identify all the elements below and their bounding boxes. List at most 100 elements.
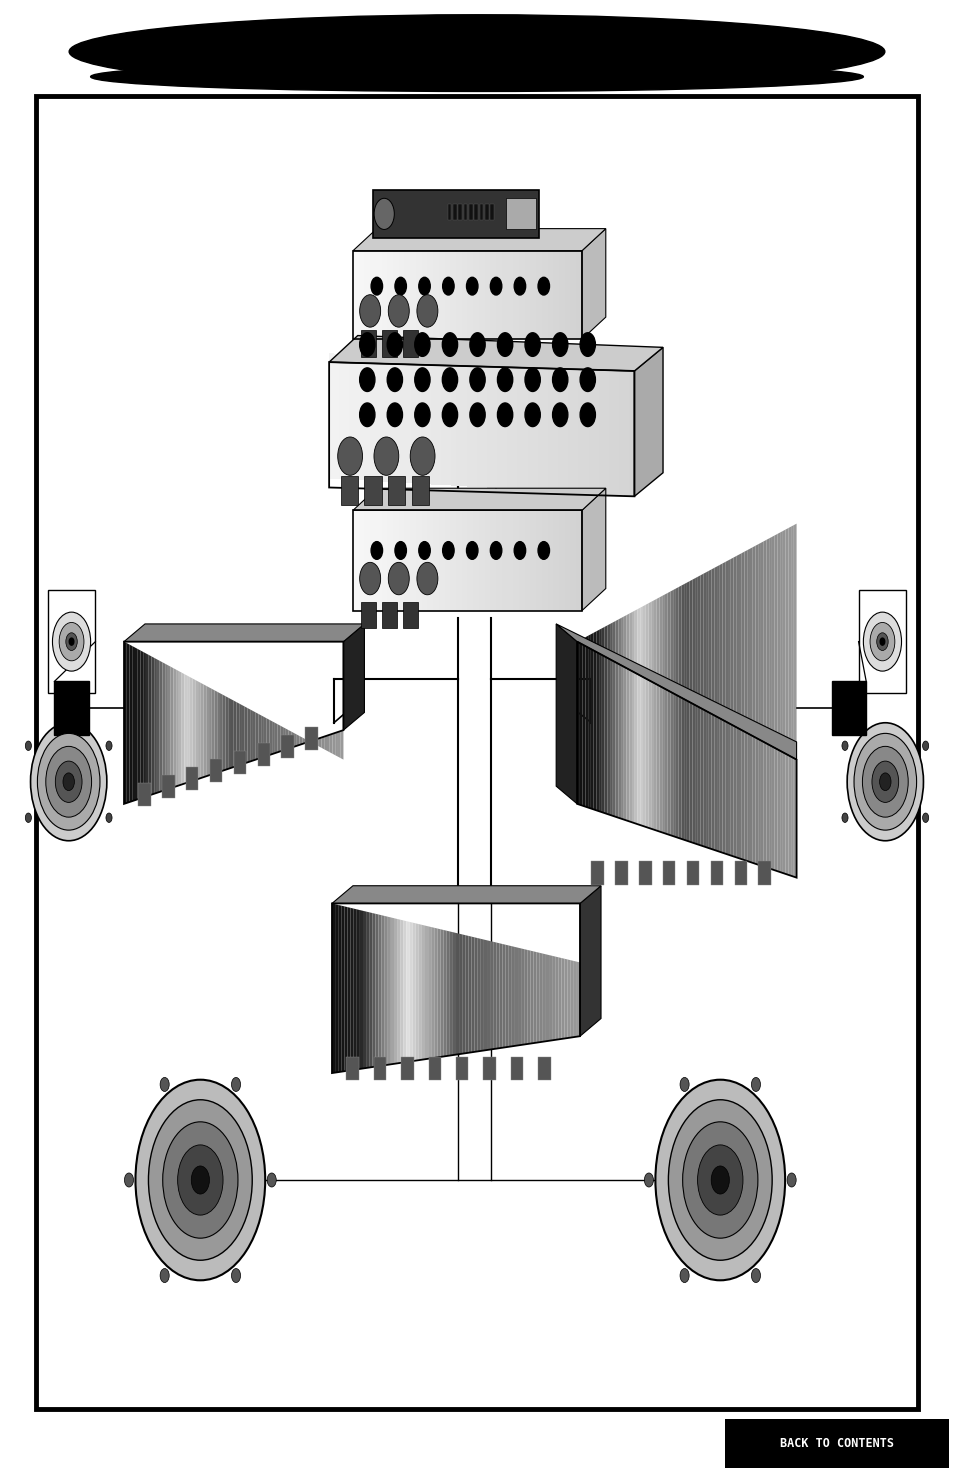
Circle shape: [52, 612, 91, 671]
Polygon shape: [385, 357, 390, 482]
Polygon shape: [634, 609, 637, 825]
Circle shape: [416, 562, 437, 594]
Polygon shape: [598, 628, 601, 813]
Polygon shape: [680, 584, 683, 839]
Polygon shape: [302, 738, 305, 743]
Polygon shape: [686, 581, 689, 842]
Polygon shape: [387, 510, 393, 611]
Circle shape: [267, 1173, 276, 1187]
Polygon shape: [255, 712, 258, 760]
Polygon shape: [659, 596, 661, 832]
Circle shape: [514, 277, 525, 295]
Polygon shape: [400, 1056, 414, 1080]
Polygon shape: [601, 627, 604, 813]
Polygon shape: [381, 330, 396, 357]
Circle shape: [853, 733, 916, 830]
Polygon shape: [396, 919, 399, 1063]
Circle shape: [160, 1077, 169, 1092]
Polygon shape: [579, 639, 582, 805]
Circle shape: [359, 367, 375, 391]
Polygon shape: [410, 510, 416, 611]
Circle shape: [387, 403, 402, 426]
Polygon shape: [793, 524, 796, 878]
Polygon shape: [173, 668, 176, 788]
Polygon shape: [558, 510, 564, 611]
Polygon shape: [593, 631, 596, 810]
Polygon shape: [461, 935, 465, 1053]
Polygon shape: [553, 251, 558, 339]
Polygon shape: [444, 510, 450, 611]
Polygon shape: [424, 926, 428, 1059]
Circle shape: [359, 295, 380, 327]
Polygon shape: [450, 251, 456, 339]
Polygon shape: [364, 251, 370, 339]
Polygon shape: [138, 783, 151, 807]
Polygon shape: [623, 370, 629, 496]
Polygon shape: [353, 251, 358, 339]
Polygon shape: [639, 861, 651, 885]
Polygon shape: [372, 190, 539, 237]
Polygon shape: [502, 944, 505, 1047]
Polygon shape: [507, 510, 513, 611]
Polygon shape: [787, 527, 790, 876]
Polygon shape: [457, 204, 461, 220]
Polygon shape: [480, 938, 483, 1050]
Polygon shape: [578, 367, 583, 493]
Circle shape: [160, 1268, 169, 1283]
Polygon shape: [568, 367, 573, 493]
Polygon shape: [404, 251, 410, 339]
Polygon shape: [258, 714, 261, 758]
Polygon shape: [391, 917, 394, 1065]
Circle shape: [514, 541, 525, 559]
Polygon shape: [359, 910, 362, 1069]
Polygon shape: [765, 538, 768, 869]
Polygon shape: [478, 251, 484, 339]
Polygon shape: [547, 510, 553, 611]
Polygon shape: [507, 251, 513, 339]
Polygon shape: [542, 366, 547, 491]
Polygon shape: [431, 928, 434, 1058]
Polygon shape: [700, 574, 702, 847]
Circle shape: [70, 639, 73, 645]
Polygon shape: [564, 510, 570, 611]
Circle shape: [786, 1173, 796, 1187]
Polygon shape: [154, 658, 156, 794]
Polygon shape: [277, 724, 280, 752]
Polygon shape: [400, 357, 405, 482]
Polygon shape: [187, 676, 190, 783]
Circle shape: [470, 403, 485, 426]
Circle shape: [679, 1268, 688, 1283]
Polygon shape: [483, 1056, 496, 1080]
Circle shape: [374, 198, 394, 230]
Polygon shape: [404, 510, 410, 611]
Polygon shape: [378, 914, 381, 1066]
Polygon shape: [334, 354, 339, 479]
Ellipse shape: [91, 62, 862, 91]
Polygon shape: [790, 525, 793, 876]
Polygon shape: [653, 599, 656, 830]
Polygon shape: [467, 251, 473, 339]
Polygon shape: [374, 1056, 386, 1080]
Polygon shape: [264, 717, 266, 757]
Polygon shape: [381, 914, 384, 1065]
Polygon shape: [512, 364, 517, 490]
Polygon shape: [651, 600, 653, 829]
Polygon shape: [576, 251, 581, 339]
Polygon shape: [210, 758, 222, 782]
Circle shape: [46, 746, 91, 817]
Circle shape: [415, 403, 430, 426]
Polygon shape: [360, 330, 375, 357]
Circle shape: [679, 1077, 688, 1092]
Polygon shape: [524, 510, 530, 611]
Polygon shape: [553, 510, 558, 611]
Polygon shape: [629, 370, 634, 496]
Polygon shape: [434, 928, 436, 1058]
Polygon shape: [353, 510, 358, 611]
Polygon shape: [780, 531, 782, 873]
Polygon shape: [474, 938, 477, 1052]
Circle shape: [655, 1080, 784, 1280]
Polygon shape: [340, 730, 343, 760]
Circle shape: [388, 562, 409, 594]
Circle shape: [552, 403, 567, 426]
Polygon shape: [433, 251, 438, 339]
